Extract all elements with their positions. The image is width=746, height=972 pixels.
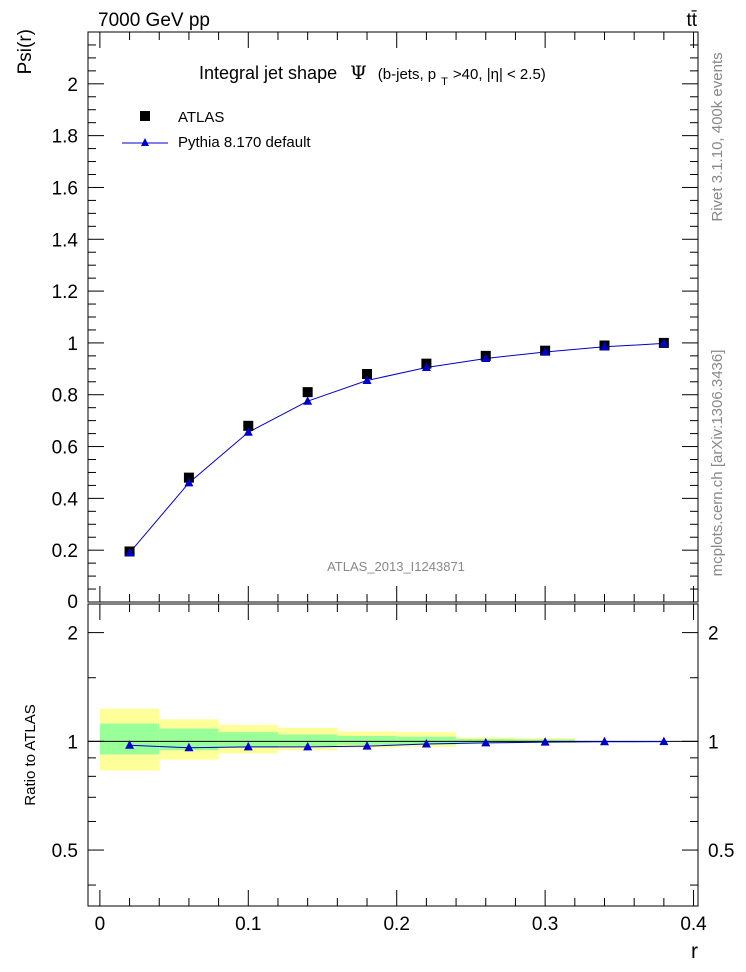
main-title-symbol: Ψ (350, 62, 367, 84)
ratio-band-inner-1 (159, 728, 219, 751)
pythia-point-3 (303, 396, 313, 405)
ratio-xtick-label-1: 0.1 (235, 914, 261, 935)
ratio-point-4 (362, 741, 372, 750)
pythia-point-2 (243, 427, 253, 436)
ratio-x-ticks: 0 0.1 0.2 0.3 0.4 (95, 604, 707, 935)
pythia-point-1 (184, 477, 194, 487)
main-panel: ATLAS_2013_I1243871 0.2 0.4 0.6 0.8 1 1.2 1.4 1… (15, 29, 699, 613)
ratio-xtick-label-4: 0.4 (680, 914, 707, 935)
main-plot-frame (87, 31, 699, 603)
atlas-point-4 (362, 369, 373, 379)
main-ytick-label-5: 1.2 (52, 282, 78, 303)
ratio-ytick-label-left-2: 2 (67, 624, 78, 645)
legend-pythia-label: Pythia 8.170 default (178, 134, 311, 151)
ratio-band-inner-0 (99, 723, 160, 755)
ratio-point-0 (125, 740, 135, 749)
ratio-marks (125, 736, 669, 752)
ratio-point-1 (184, 742, 194, 752)
main-ytick-label-7: 1.6 (52, 178, 78, 199)
pythia-point-4 (362, 375, 372, 384)
legend: ATLAS Pythia 8.170 default (122, 109, 311, 151)
main-title-sub: T (441, 76, 448, 88)
pythia-point-0 (125, 547, 135, 557)
main-ytick-label-6: 1.4 (52, 230, 79, 251)
main-ytick-label-3: 0.8 (52, 386, 78, 407)
x-axis-label: r (691, 940, 698, 963)
ratio-xtick-label-2: 0.2 (383, 914, 409, 935)
ratio-band-inner-3 (277, 734, 338, 747)
pythia-point-6 (481, 353, 491, 362)
main-x-ticks (99, 32, 695, 602)
atlas-point-3 (302, 387, 313, 398)
ratio-ytick-label-right-1: 1 (708, 732, 719, 753)
pythia-point-9 (659, 338, 669, 347)
ratio-point-2 (243, 741, 253, 751)
ratio-xtick-label-0: 0 (95, 914, 106, 935)
ratio-point-5 (421, 739, 431, 748)
ratio-band-inner-2 (218, 732, 278, 748)
pythia-line (129, 342, 664, 554)
pythia-point-8 (599, 341, 609, 351)
main-ytick-label-1: 0.4 (52, 489, 79, 510)
main-ytick-label-4: 1 (67, 334, 78, 355)
ratio-y-axis-label: Ratio to ATLAS (22, 704, 39, 805)
legend-pythia-marker (141, 138, 149, 146)
main-ytick-label-8: 1.8 (52, 127, 78, 148)
ratio-panel: 0.5 0.51 12 2 0 0.1 0.2 0.3 0.4 Ratio to ATLAS … (22, 603, 734, 963)
main-ytick-label-2: 0.6 (52, 438, 78, 459)
ratio-point-8 (599, 736, 609, 746)
atlas-point-2 (243, 420, 254, 431)
pythia-point-7 (540, 346, 550, 356)
main-ytick-label-zero: 0 (67, 592, 78, 613)
atlas-point-1 (183, 472, 194, 483)
pythia-point-5 (421, 362, 431, 372)
header-right: tt̄ (686, 10, 697, 31)
ratio-point-9 (659, 736, 669, 746)
ratio-point-3 (303, 741, 313, 751)
ratio-xtick-label-3: 0.3 (532, 914, 558, 935)
main-ytick-label-0: 0.2 (52, 541, 78, 562)
ratio-ytick-label-right-0: 0.5 (708, 841, 734, 862)
ratio-y-ticks: 0.5 0.5 1 1 2 2 (52, 624, 734, 886)
main-title-close: >40, |η| < 2.5) (453, 66, 546, 83)
main-y-ticks: 0.2 0.4 0.6 0.8 1 1.2 1.4 1.6 1.8 2 0 (52, 44, 698, 613)
main-marks (124, 337, 669, 557)
header-left: 7000 GeV pp (98, 10, 210, 31)
main-ytick-label-9: 2 (67, 75, 78, 96)
main-title-open: (b-jets, p (378, 66, 436, 83)
main-title: Integral jet shape Ψ (b-jets, p T >40, |… (199, 62, 546, 89)
main-title-prefix: Integral jet shape (199, 63, 337, 83)
ratio-ytick-label-right-2: 2 (708, 624, 719, 645)
main-y-axis-label: Psi(r) (15, 29, 36, 74)
ratio-ytick-label-left-0: 0.5 (52, 841, 78, 862)
ratio-point-7 (540, 737, 550, 746)
ratio-band-inner-4 (337, 735, 397, 745)
mcplots-label: mcplots.cern.ch [arXiv:1306.3436] (709, 350, 726, 577)
legend-atlas-marker (140, 111, 150, 121)
ratio-pythia-line (129, 741, 664, 749)
rivet-label: Rivet 3.1.10, 400k events (709, 52, 726, 221)
ratio-ytick-label-left-1: 1 (67, 732, 78, 753)
legend-atlas-label: ATLAS (178, 109, 224, 126)
analysis-watermark: ATLAS_2013_I1243871 (327, 559, 465, 574)
ratio-point-6 (481, 737, 491, 747)
ratio-plot-frame (87, 603, 699, 907)
